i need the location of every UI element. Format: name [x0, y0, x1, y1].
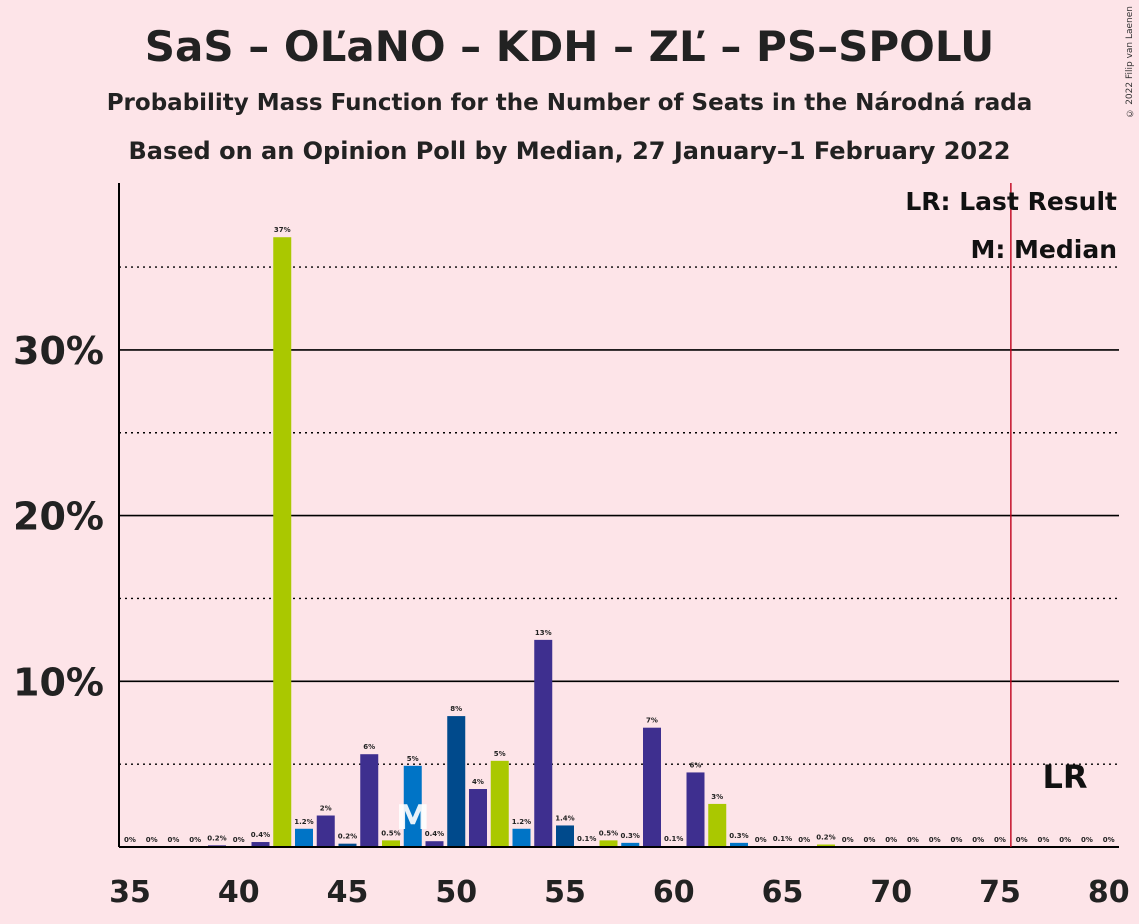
bar-seats-62	[708, 803, 727, 847]
data-label-seats-58: 0.3%	[621, 832, 640, 840]
bar-seats-45	[338, 843, 357, 847]
chart-subtitle-2: Based on an Opinion Poll by Median, 27 J…	[128, 137, 1011, 165]
data-label-seats-49: 0.4%	[425, 830, 444, 838]
data-label-seats-53: 1.2%	[512, 818, 531, 826]
bar-seats-67	[817, 844, 835, 847]
bar-seats-51	[469, 789, 487, 847]
x-tick-label: 50	[435, 875, 477, 910]
y-tick-label-background	[20, 493, 112, 538]
data-label-seats-39: 0.2%	[207, 834, 226, 842]
data-label-seats-42: 37%	[274, 226, 291, 234]
data-label-seats-79: 0%	[1081, 836, 1093, 844]
data-label-seats-57: 0.5%	[599, 829, 618, 837]
data-label-seats-50: 8%	[450, 705, 462, 713]
data-label-seats-45: 0.2%	[338, 833, 357, 841]
data-label-seats-60: 0.1%	[664, 835, 683, 843]
x-tick-label: 35	[109, 875, 151, 910]
data-label-seats-41: 0.4%	[251, 831, 270, 839]
data-label-seats-43: 1.2%	[294, 818, 313, 826]
data-label-seats-48: 5%	[407, 755, 419, 763]
data-label-seats-61: 6%	[690, 761, 702, 769]
bar-seats-42	[273, 237, 292, 847]
data-label-seats-71: 0%	[907, 836, 919, 844]
data-label-seats-74: 0%	[972, 836, 984, 844]
bar-seats-54	[534, 639, 553, 847]
data-label-seats-40: 0%	[233, 836, 245, 844]
bar-seats-63	[730, 842, 748, 847]
data-label-seats-64: 0%	[755, 836, 767, 844]
data-label-seats-51: 4%	[472, 778, 484, 786]
data-label-seats-46: 6%	[363, 743, 375, 751]
data-label-seats-73: 0%	[951, 836, 963, 844]
bar-seats-52	[490, 760, 509, 847]
y-tick-label-background	[20, 327, 112, 372]
data-label-seats-35: 0%	[124, 836, 136, 844]
y-tick-label-background	[20, 659, 112, 704]
bar-seats-57	[599, 840, 618, 847]
x-tick-label: 45	[327, 875, 369, 910]
data-label-seats-72: 0%	[929, 836, 941, 844]
data-label-seats-67: 0.2%	[816, 834, 835, 842]
data-label-seats-63: 0.3%	[729, 832, 748, 840]
chart-subtitle: Probability Mass Function for the Number…	[106, 90, 1033, 116]
data-label-seats-69: 0%	[864, 836, 876, 844]
data-label-seats-47: 0.5%	[381, 829, 400, 837]
data-label-seats-55: 1.4%	[555, 814, 574, 822]
data-label-seats-76: 0%	[1016, 836, 1028, 844]
data-label-seats-62: 3%	[711, 793, 723, 801]
data-label-seats-52: 5%	[494, 750, 506, 758]
x-tick-label: 65	[762, 875, 804, 910]
x-tick-label: 80	[1088, 875, 1130, 910]
data-label-seats-70: 0%	[885, 836, 897, 844]
data-label-seats-56: 0.1%	[577, 835, 596, 843]
y-tick-label: 10%	[13, 660, 104, 704]
bar-seats-59	[643, 727, 661, 847]
bar-seats-46	[360, 754, 379, 847]
x-tick-label: 75	[979, 875, 1021, 910]
data-label-seats-78: 0%	[1059, 836, 1071, 844]
bar-seats-41	[251, 842, 270, 847]
chart-title: SaS – OĽaNO – KDH – ZĽ – PS–SPOLU	[144, 22, 995, 71]
bar-seats-58	[621, 842, 640, 847]
data-label-seats-37: 0%	[168, 836, 180, 844]
bar-seats-50	[447, 716, 466, 847]
bar-seats-43	[295, 828, 313, 847]
legend-last-result: LR: Last Result	[905, 187, 1117, 216]
data-label-seats-65: 0.1%	[773, 835, 792, 843]
data-label-seats-54: 13%	[535, 629, 552, 637]
bar-seats-61	[686, 772, 705, 847]
y-tick-label: 30%	[13, 329, 104, 373]
data-label-seats-68: 0%	[842, 836, 854, 844]
bar-seats-44	[316, 815, 335, 847]
legend-median: M: Median	[970, 235, 1117, 264]
data-label-seats-75: 0%	[994, 836, 1006, 844]
bar-seats-49	[425, 841, 444, 847]
y-tick-label: 20%	[13, 495, 104, 539]
x-tick-label: 55	[544, 875, 586, 910]
data-label-seats-59: 7%	[646, 717, 658, 725]
bar-seats-55	[556, 825, 574, 847]
bar-seats-47	[382, 840, 400, 847]
bar-seats-53	[512, 828, 531, 847]
data-label-seats-80: 0%	[1103, 836, 1115, 844]
x-tick-label: 70	[870, 875, 912, 910]
bar-seats-48	[403, 765, 422, 847]
data-label-seats-38: 0%	[189, 836, 201, 844]
data-label-seats-36: 0%	[146, 836, 158, 844]
last-result-label: LR	[1042, 758, 1087, 796]
x-tick-label: 60	[653, 875, 695, 910]
x-tick-label: 40	[218, 875, 260, 910]
data-label-seats-44: 2%	[320, 805, 332, 813]
data-label-seats-77: 0%	[1038, 836, 1050, 844]
data-label-seats-66: 0%	[798, 836, 810, 844]
median-marker: M	[396, 798, 430, 838]
